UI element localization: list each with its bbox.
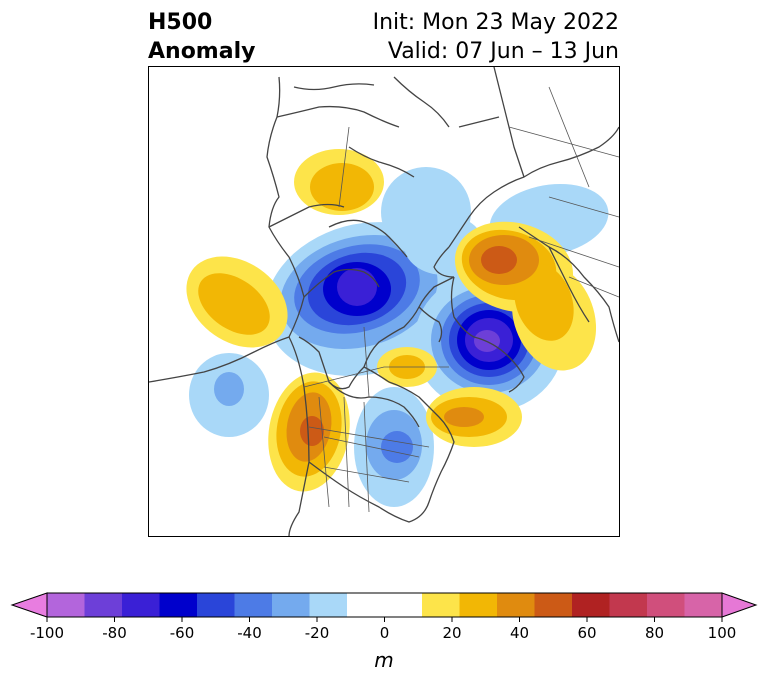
anomaly-map	[148, 66, 620, 537]
colorbar-unit-label: m	[374, 648, 394, 672]
colorbar-bin	[384, 593, 423, 617]
colorbar-bin	[347, 593, 385, 617]
colorbar-tick-label: 100	[708, 624, 737, 642]
anomaly-center-beaufort	[294, 149, 384, 215]
coastlines	[149, 67, 619, 536]
field-title: H500 Anomaly	[148, 8, 255, 66]
colorbar-extend-min	[10, 592, 48, 618]
political-borders	[303, 86, 619, 513]
anomaly-fields	[186, 149, 609, 507]
colorbar-svg: -100 -80 -60 -40 -20 0 20 40 60 80 100	[10, 592, 758, 642]
colorbar-bin	[422, 593, 460, 617]
colorbar-tick-label: -100	[30, 624, 64, 642]
anomaly-map-svg	[149, 67, 619, 536]
anomaly-center-gulf-alaska	[189, 353, 269, 437]
colorbar-bin	[47, 593, 85, 617]
colorbar-bin	[309, 593, 348, 617]
date-title: Init: Mon 23 May 2022 Valid: 07 Jun – 13…	[373, 8, 619, 66]
colorbar-tick-label: -20	[305, 624, 330, 642]
colorbar-bin	[159, 593, 198, 617]
valid-date-label: Valid: 07 Jun – 13 Jun	[387, 39, 619, 64]
colorbar-tick-label: 60	[577, 624, 596, 642]
colorbar-tick-label: 40	[510, 624, 529, 642]
colorbar-bin	[272, 593, 310, 617]
colorbar-bin	[684, 593, 723, 617]
colorbar-extend-max	[721, 592, 758, 618]
colorbar-tick-label: -40	[237, 624, 262, 642]
anomaly-center-great-lakes	[354, 387, 434, 507]
init-date-label: Init: Mon 23 May 2022	[372, 10, 619, 35]
colorbar-bin	[84, 593, 123, 617]
colorbar-bin	[197, 593, 235, 617]
anomaly-center-siberia	[454, 221, 597, 371]
colorbar: -100 -80 -60 -40 -20 0 20 40 60 80 100	[0, 585, 768, 685]
anomaly-center-ne-pacific	[186, 256, 288, 348]
anomaly-center-western-us	[268, 372, 350, 492]
anomaly-center-north-atlantic	[377, 347, 522, 447]
colorbar-bin	[647, 593, 685, 617]
field-title-line2: Anomaly	[148, 39, 256, 64]
colorbar-tick-label: 20	[442, 624, 461, 642]
colorbar-bin	[497, 593, 535, 617]
colorbar-bin	[234, 593, 273, 617]
colorbar-bin	[459, 593, 498, 617]
colorbar-tick-label: -60	[170, 624, 195, 642]
colorbar-tick-label: -80	[102, 624, 127, 642]
colorbar-bin	[572, 593, 610, 617]
colorbar-tick-label: 80	[645, 624, 664, 642]
colorbar-bin	[534, 593, 573, 617]
field-title-line1: H500	[148, 10, 213, 35]
colorbar-tick-label: 0	[380, 624, 390, 642]
colorbar-bin	[609, 593, 648, 617]
colorbar-bin	[122, 593, 160, 617]
